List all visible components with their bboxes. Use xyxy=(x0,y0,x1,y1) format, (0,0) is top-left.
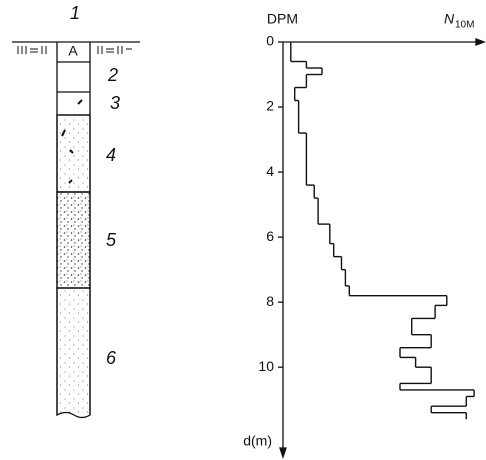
layer-5 xyxy=(56,191,91,289)
layer-6 xyxy=(56,287,91,419)
y-arrow xyxy=(279,447,287,460)
x-arrow xyxy=(475,38,486,46)
surface-label: A xyxy=(68,43,78,59)
borehole-title: 1 xyxy=(70,3,80,23)
y-label: d(m) xyxy=(243,433,272,449)
layer-label: 6 xyxy=(106,348,117,368)
inclusions xyxy=(61,99,83,184)
borehole xyxy=(12,41,140,419)
x-label-sub: 10M xyxy=(455,20,474,31)
y-tick-label: 10 xyxy=(258,358,274,374)
x-label: N xyxy=(444,11,455,27)
layer-4 xyxy=(56,114,91,193)
layer-label: 5 xyxy=(106,230,117,250)
y-tick-label: 0 xyxy=(266,33,274,49)
y-tick-label: 8 xyxy=(266,293,274,309)
layer-label: 4 xyxy=(106,145,116,165)
layer-label: 2 xyxy=(107,65,118,85)
chart-title: DPM xyxy=(267,11,298,27)
fill-symbol xyxy=(17,46,132,54)
layer-label: 3 xyxy=(110,93,120,113)
axes xyxy=(279,38,486,460)
y-tick-label: 6 xyxy=(266,228,274,244)
column-outline xyxy=(56,42,91,415)
y-tick-label: 2 xyxy=(266,98,274,114)
y-tick-label: 4 xyxy=(266,163,274,179)
